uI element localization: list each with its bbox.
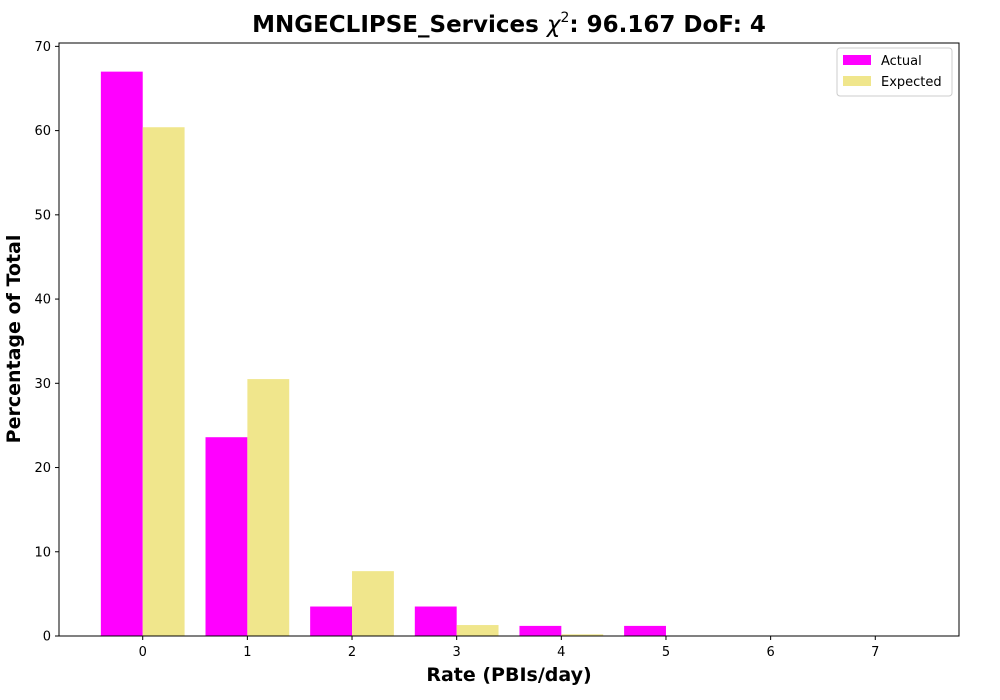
legend-swatch-actual: [843, 55, 871, 65]
y-axis-label: Percentage of Total: [3, 235, 25, 444]
y-tick-label: 30: [34, 377, 51, 392]
plot-frame: [58, 42, 960, 637]
y-tick-label: 0: [43, 630, 51, 645]
x-tick-label: 3: [453, 645, 461, 660]
y-tick-label: 50: [34, 208, 51, 223]
title-rest: : 96.167 DoF: 4: [569, 12, 766, 38]
y-tick-label: 10: [34, 545, 51, 560]
x-tick-label: 4: [557, 645, 565, 660]
y-tick-label: 40: [34, 293, 51, 308]
x-tick-label: 0: [139, 645, 147, 660]
bar-expected-3: [456, 625, 499, 636]
x-axis-label: Rate (PBIs/day): [426, 664, 591, 686]
x-tick-label: 2: [348, 645, 356, 660]
bar-actual-1: [205, 437, 248, 636]
y-axis-ticks: 0 10 20 30 40 50 60 70: [34, 40, 59, 645]
bar-actual-0: [100, 71, 143, 636]
bar-actual-3: [414, 606, 457, 636]
bar-actual-5: [624, 625, 666, 636]
title-chi: χ: [545, 12, 562, 38]
bar-expected-2: [352, 571, 394, 636]
title-main: MNGECLIPSE_Services: [252, 12, 547, 38]
y-tick-label: 20: [34, 461, 51, 476]
bar-expected-4: [561, 634, 604, 636]
y-tick-label: 60: [34, 124, 51, 139]
legend-label-expected: Expected: [881, 75, 942, 90]
legend-label-actual: Actual: [881, 54, 922, 69]
bar-expected-1: [247, 379, 290, 636]
legend-swatch-expected: [843, 76, 871, 86]
bar-actual-4: [519, 625, 562, 636]
chart-title: MNGECLIPSE_Services χ2: 96.167 DoF: 4: [252, 10, 766, 38]
x-axis-ticks: 0 1 2 3 4 5 6 7: [139, 636, 879, 660]
y-tick-label: 70: [34, 40, 51, 55]
bars-group: [100, 71, 666, 636]
x-tick-label: 5: [662, 645, 670, 660]
legend: Actual Expected: [836, 47, 953, 97]
x-tick-label: 6: [766, 645, 774, 660]
x-tick-label: 1: [243, 645, 251, 660]
title-sup: 2: [560, 10, 569, 26]
x-tick-label: 7: [871, 645, 879, 660]
bar-actual-2: [310, 606, 353, 636]
bar-expected-0: [142, 127, 185, 636]
